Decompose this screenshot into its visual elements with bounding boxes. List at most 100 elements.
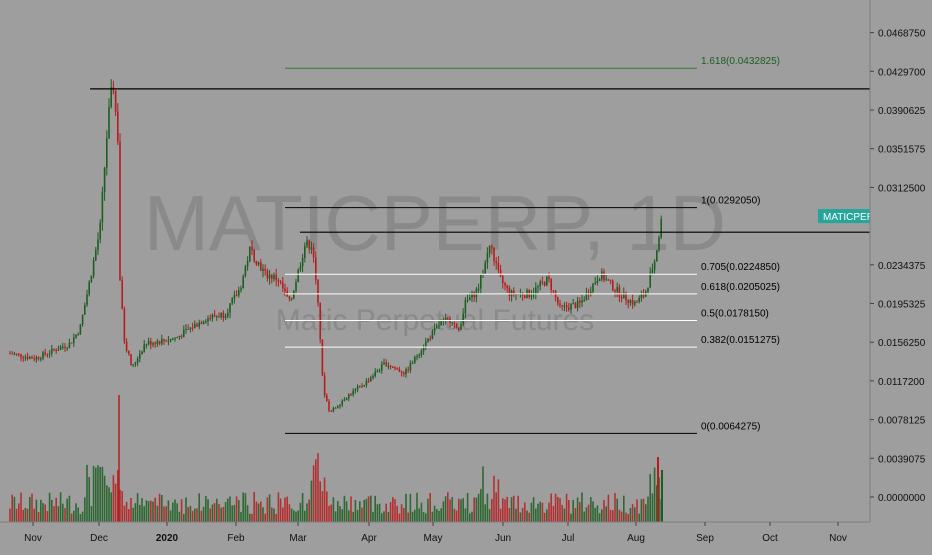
price-axis[interactable] xyxy=(870,0,932,550)
volume-bar xyxy=(55,497,57,522)
candle-body xyxy=(150,341,152,345)
volume-spike xyxy=(657,457,659,522)
volume-bar xyxy=(352,511,354,522)
candle-body xyxy=(323,375,326,396)
volume-bar xyxy=(592,501,594,522)
candle-body xyxy=(158,341,161,344)
candle-body xyxy=(356,386,359,390)
candle-body xyxy=(205,321,207,323)
volume-bar xyxy=(101,466,104,522)
volume-bar xyxy=(609,509,612,522)
volume-bar xyxy=(119,489,121,522)
candle-body xyxy=(420,350,423,355)
candle-body xyxy=(499,269,502,277)
candle-body xyxy=(125,341,128,351)
volume-bar xyxy=(323,477,326,522)
fib-level-label: 1.618(0.0432825) xyxy=(701,56,780,67)
candle-body xyxy=(156,341,159,345)
candle-body xyxy=(453,322,456,324)
volume-bar xyxy=(134,503,137,522)
volume-bar xyxy=(605,506,607,522)
candle-body xyxy=(400,371,403,373)
volume-bar xyxy=(117,470,119,522)
candle-body xyxy=(436,325,438,328)
volume-bar xyxy=(273,508,275,522)
candle-body xyxy=(559,303,561,306)
price-tick-label: 0.0078125 xyxy=(878,416,926,427)
candle-body xyxy=(145,344,148,346)
volume-bar xyxy=(436,509,438,522)
candle-body xyxy=(264,268,266,271)
candle-body xyxy=(64,346,66,348)
volume-bar xyxy=(618,509,621,522)
candle-body xyxy=(233,294,236,299)
volume-bar xyxy=(187,507,189,522)
volume-bar xyxy=(334,511,337,522)
candle-body xyxy=(315,257,317,280)
candle-body xyxy=(44,352,46,355)
volume-bar xyxy=(526,510,528,522)
candle-body xyxy=(656,250,658,262)
volume-bar xyxy=(400,504,403,522)
candle-body xyxy=(187,328,189,330)
volume-bar xyxy=(411,511,414,522)
candle-body xyxy=(594,282,596,284)
candle-body xyxy=(616,287,618,292)
volume-bar xyxy=(559,498,561,522)
volume-bar xyxy=(339,506,341,522)
volume-bar xyxy=(521,507,524,522)
volume-bar xyxy=(616,498,618,522)
volume-bar xyxy=(418,508,420,522)
volume-bar xyxy=(370,495,372,522)
time-tick-label: Nov xyxy=(829,533,847,544)
candle-body xyxy=(108,106,110,139)
volume-bar xyxy=(202,506,205,522)
price-tick-label: 0.0195325 xyxy=(878,299,926,310)
volume-bar xyxy=(9,508,11,522)
candle-body xyxy=(59,346,62,350)
candle-body xyxy=(24,356,27,359)
volume-bar xyxy=(596,505,599,522)
candle-body xyxy=(66,347,68,349)
candle-body xyxy=(92,260,95,276)
volume-bar xyxy=(231,505,233,522)
volume-bar xyxy=(62,503,64,522)
volume-bar xyxy=(398,513,401,522)
volume-bar xyxy=(328,505,330,522)
candle-body xyxy=(231,298,233,304)
candle-body xyxy=(387,366,390,368)
time-tick-label: Jul xyxy=(562,533,575,544)
volume-bar xyxy=(317,453,319,522)
candle-body xyxy=(275,274,277,281)
candle-body xyxy=(416,356,418,358)
volume-bar xyxy=(46,511,49,522)
candle-body xyxy=(345,398,348,400)
volume-bar xyxy=(64,508,66,522)
volume-bar xyxy=(24,507,27,522)
volume-bar xyxy=(504,499,506,522)
volume-bar xyxy=(156,505,159,522)
candle-body xyxy=(152,343,154,345)
candle-body xyxy=(330,410,332,412)
candle-body xyxy=(101,191,104,223)
candle-body xyxy=(266,270,269,279)
candle-body xyxy=(110,87,112,107)
volume-bar xyxy=(299,502,302,522)
volume-bar xyxy=(77,507,79,522)
time-tick-label: Oct xyxy=(762,533,778,544)
candle-body xyxy=(581,300,583,303)
price-tick-label: 0.0468750 xyxy=(878,29,926,40)
volume-bar xyxy=(73,510,75,522)
volume-bar xyxy=(449,499,451,522)
candle-body xyxy=(242,276,244,289)
candle-body xyxy=(576,300,579,308)
volume-bar xyxy=(359,501,361,522)
candle-body xyxy=(469,297,471,301)
time-tick-label: Apr xyxy=(361,533,377,544)
candle-body xyxy=(68,342,71,348)
candle-body xyxy=(139,354,141,360)
volume-bar xyxy=(409,493,412,522)
time-axis[interactable] xyxy=(0,522,932,550)
